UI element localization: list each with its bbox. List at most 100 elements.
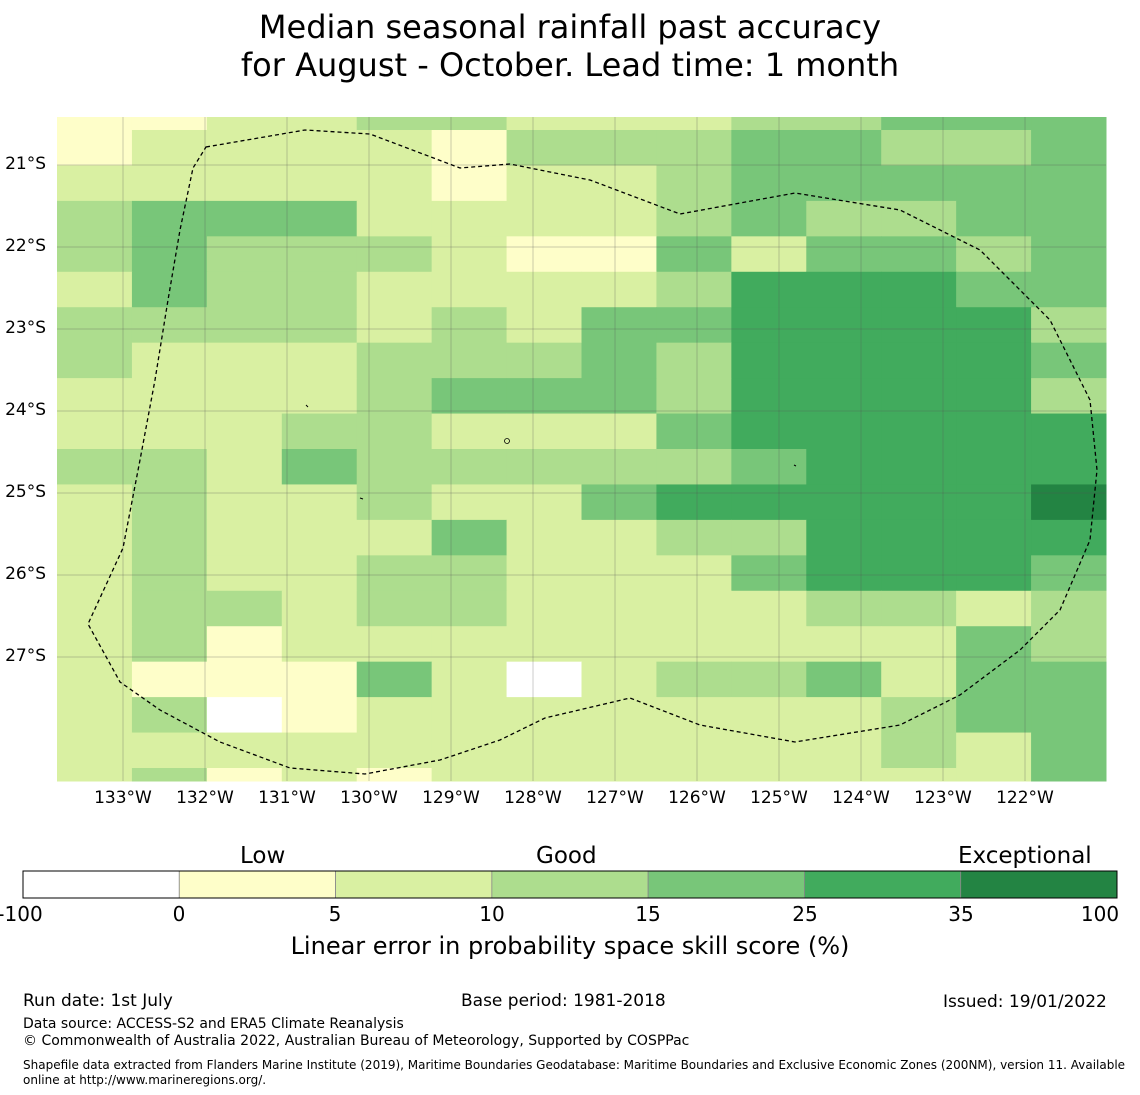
grid-cell [656, 519, 732, 556]
grid-cell [131, 732, 208, 769]
grid-cell [281, 271, 358, 308]
grid-cell [281, 449, 358, 485]
grid-cell [57, 697, 133, 734]
grid-cell [431, 378, 508, 415]
grid-cell [881, 484, 957, 521]
grid-cell [281, 697, 358, 734]
grid-cell [806, 590, 882, 627]
grid-cell [131, 342, 208, 379]
grid-cell [356, 732, 433, 769]
lon-label-123w: 123°W [914, 788, 972, 808]
grid-cell [57, 768, 133, 782]
grid-cell [731, 378, 807, 415]
grid-cell [281, 768, 358, 782]
grid-cell [806, 200, 882, 237]
colorbar-frame [22, 870, 1118, 899]
grid-cell [1031, 768, 1107, 782]
grid-cell [731, 555, 807, 592]
shapefile-credit-2: online at http://www.marineregions.org/. [23, 1073, 267, 1087]
grid-cell [956, 165, 1032, 202]
island-marks [305, 404, 797, 500]
grid-cell [581, 200, 657, 237]
grid-cell [1031, 200, 1107, 237]
grid-cell [806, 697, 882, 734]
grid-cell [57, 378, 133, 415]
grid-cell [956, 732, 1032, 769]
grid-cell [356, 555, 433, 592]
grid-cell [581, 732, 657, 769]
lon-label-131w: 131°W [258, 788, 316, 808]
base-period: Base period: 1981-2018 [461, 991, 666, 1011]
grid-cell [956, 130, 1032, 166]
grid-cell [506, 484, 582, 521]
grid-cell [356, 165, 433, 202]
grid-cell [281, 342, 358, 379]
grid-cell [806, 768, 882, 782]
grid-cell [1031, 130, 1107, 166]
colorbar-tick: 10 [479, 902, 505, 926]
grid-cell [806, 732, 882, 769]
grid-cell [656, 307, 732, 344]
grid-cell [956, 697, 1032, 734]
grid-cell [881, 519, 957, 556]
lat-label-22s: 22°S [5, 236, 46, 256]
grid-cell [956, 236, 1032, 273]
grid-cell [431, 626, 508, 663]
grid-cell [656, 236, 732, 273]
grid-cell [806, 378, 882, 415]
grid-cell [431, 413, 508, 450]
grid-cell [356, 378, 433, 415]
grid-cell [581, 307, 657, 344]
lat-label-24s: 24°S [5, 400, 46, 420]
grid-cell [806, 236, 882, 273]
grid-cell [431, 200, 508, 237]
grid-cell [581, 117, 657, 131]
grid-cell [881, 413, 957, 450]
grid-cell [431, 519, 508, 556]
grid-cell [881, 626, 957, 663]
grid-cell [731, 590, 807, 627]
colorbar-tick: 0 [172, 902, 186, 926]
grid-cell [956, 449, 1032, 485]
grid-cell [131, 661, 208, 698]
grid-cell [806, 130, 882, 166]
grid-cell [581, 342, 657, 379]
grid-cell [956, 378, 1032, 415]
grid-cell [356, 661, 433, 698]
grid-cell [206, 626, 283, 663]
grid-cell [356, 590, 433, 627]
grid-cell [57, 307, 133, 344]
grid-cell [131, 484, 208, 521]
grid-cell [206, 768, 283, 782]
grid-cell [356, 271, 433, 308]
grid-cell [57, 484, 133, 521]
grid-cell [206, 661, 283, 698]
lon-label-127w: 127°W [586, 788, 644, 808]
grid-cell [206, 449, 283, 485]
grid-cell [131, 555, 208, 592]
title-line-1: Median seasonal rainfall past accuracy [258, 8, 882, 46]
grid-cell [356, 484, 433, 521]
grid-cell [206, 590, 283, 627]
grid-cell [956, 555, 1032, 592]
grid-cell [506, 555, 582, 592]
grid-cell [506, 449, 582, 485]
grid-cell [506, 200, 582, 237]
grid-cell [956, 117, 1032, 131]
grid-cell [206, 271, 283, 308]
grid-cell [881, 342, 957, 379]
grid-cell [806, 117, 882, 131]
grid-cell [206, 200, 283, 237]
colorbar-tick: 100 [1080, 902, 1120, 926]
grid-cell [431, 768, 508, 782]
grid-cell [731, 484, 807, 521]
grid-cell [806, 484, 882, 521]
grid-cell [281, 165, 358, 202]
grid-cell [581, 626, 657, 663]
grid-cell [431, 484, 508, 521]
grid-cell [281, 236, 358, 273]
grid-cell [206, 307, 283, 344]
grid-cell [131, 307, 208, 344]
grid-cell [206, 484, 283, 521]
grid-cell [206, 697, 283, 734]
